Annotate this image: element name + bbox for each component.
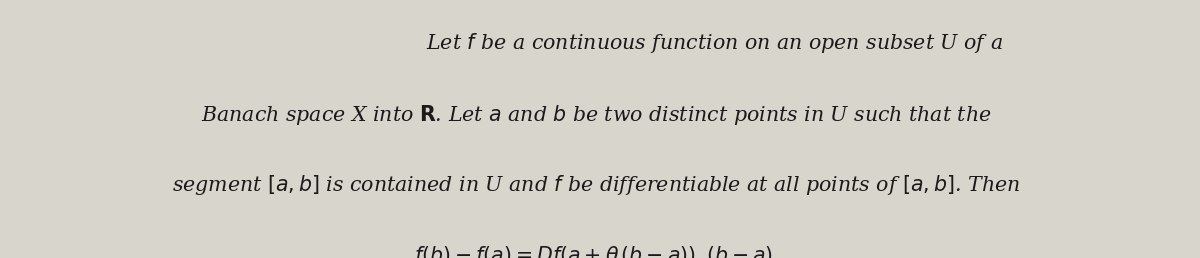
Text: segment $[a, b]$ is contained in U and $f$ be differentiable at all points of $[: segment $[a, b]$ is contained in U and $…	[173, 173, 1020, 197]
Text: Let $f$ be a continuous function on an open subset U of a: Let $f$ be a continuous function on an o…	[426, 31, 1002, 55]
Text: Banach space X into $\mathbf{R}$. Let $a$ and $b$ be two distinct points in U su: Banach space X into $\mathbf{R}$. Let $a…	[202, 103, 991, 127]
Text: $f(b) - f(a) = Df(a + \theta\,(b - a)).(b - a),$: $f(b) - f(a) = Df(a + \theta\,(b - a)).(…	[414, 244, 779, 258]
